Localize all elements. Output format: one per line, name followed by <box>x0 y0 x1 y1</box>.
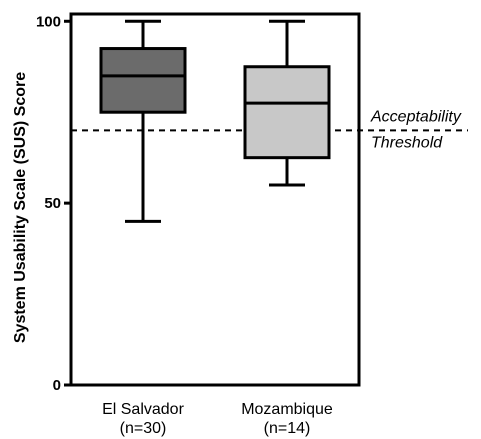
category-label: Mozambique <box>241 401 333 418</box>
y-tick-label: 0 <box>53 377 61 394</box>
category-label: El Salvador <box>102 401 184 418</box>
y-axis-title: System Usability Scale (SUS) Score <box>12 72 29 343</box>
plot-frame <box>69 12 361 387</box>
y-tick-label: 100 <box>36 13 61 30</box>
category-sample-size: (n=14) <box>264 420 311 437</box>
category-sample-size: (n=30) <box>120 420 167 437</box>
category-labels: El Salvador (n=30) Mozambique (n=14) <box>102 401 333 437</box>
box-iqr <box>99 47 187 114</box>
y-tick-label: 50 <box>44 195 61 212</box>
threshold-label-line1: Acceptability <box>370 108 462 125</box>
threshold-annotation: Acceptability Threshold <box>370 108 462 151</box>
box-iqr <box>243 65 331 160</box>
box-2 <box>243 19 331 187</box>
y-axis-ticks: 0 50 100 <box>36 13 71 394</box>
box-1 <box>99 19 187 223</box>
threshold-label-line2: Threshold <box>371 134 443 151</box>
box-group <box>99 19 331 223</box>
